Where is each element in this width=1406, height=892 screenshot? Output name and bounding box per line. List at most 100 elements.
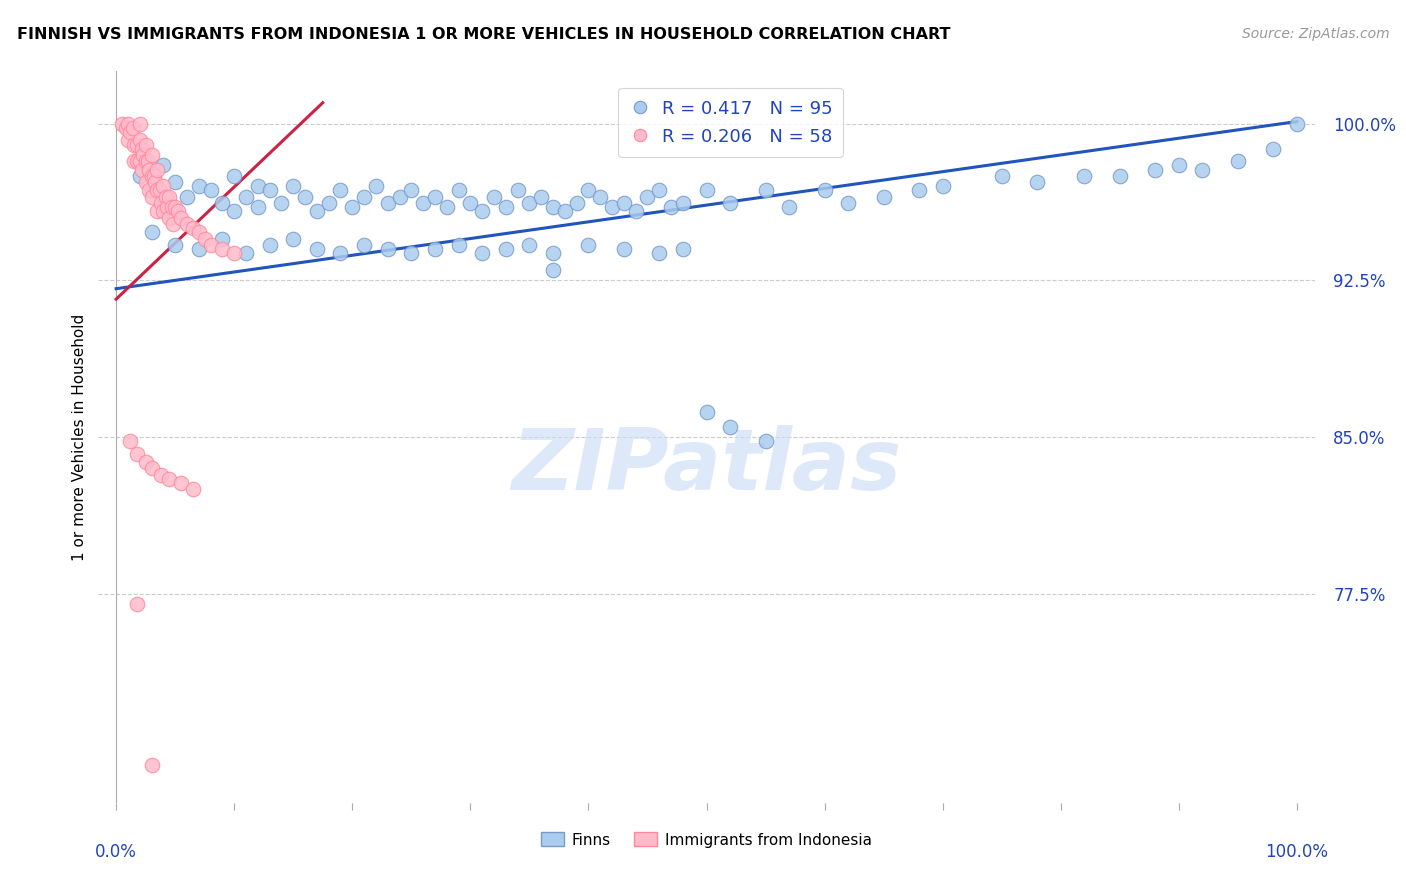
Point (754, 434, 776, 449)
Point (187, 179, 209, 194)
Point (138, 162, 160, 177)
Point (908, 184, 931, 198)
Point (718, 196, 741, 211)
Point (259, 237, 281, 252)
Point (141, 190, 163, 204)
Point (377, 242, 399, 256)
Point (120, 434, 142, 449)
Point (305, 204, 328, 219)
Point (122, 137, 145, 152)
Point (565, 196, 588, 211)
Point (135, 154, 157, 169)
Point (342, 200, 364, 214)
Point (1191, 162, 1213, 177)
Point (141, 461, 163, 475)
Point (157, 211, 180, 225)
Point (447, 237, 470, 252)
Point (141, 225, 163, 239)
Point (813, 184, 835, 198)
Text: ZIPatlas: ZIPatlas (512, 425, 901, 508)
Point (423, 190, 446, 204)
Point (659, 200, 682, 214)
Point (931, 179, 953, 194)
Point (648, 246, 671, 260)
Point (135, 455, 157, 469)
Point (187, 225, 209, 239)
Point (754, 184, 776, 198)
Point (127, 597, 149, 611)
Point (176, 190, 198, 204)
Point (141, 758, 163, 772)
Point (152, 158, 174, 172)
Point (136, 154, 159, 169)
Point (401, 246, 423, 260)
Point (142, 169, 165, 183)
Point (1073, 169, 1095, 183)
Point (141, 148, 163, 162)
Point (624, 204, 647, 219)
Point (1285, 117, 1308, 131)
Point (353, 190, 375, 204)
Point (181, 221, 204, 235)
Point (211, 242, 233, 256)
Point (162, 217, 184, 231)
Point (294, 190, 316, 204)
Point (554, 204, 576, 219)
Point (165, 200, 187, 214)
Point (143, 175, 166, 189)
Point (165, 237, 187, 252)
Point (541, 263, 564, 277)
Point (152, 200, 174, 214)
Point (150, 196, 173, 211)
Point (149, 184, 172, 198)
Point (837, 196, 859, 211)
Point (146, 184, 169, 198)
Point (127, 447, 149, 461)
Point (377, 196, 399, 211)
Point (495, 242, 517, 256)
Point (353, 237, 375, 252)
Point (482, 190, 505, 204)
Text: Source: ZipAtlas.com: Source: ZipAtlas.com (1241, 27, 1389, 41)
Point (128, 133, 150, 147)
Point (127, 154, 149, 169)
Point (589, 190, 612, 204)
Point (578, 237, 600, 252)
Point (471, 246, 494, 260)
Point (156, 200, 179, 214)
Point (138, 184, 160, 198)
Point (305, 242, 328, 256)
Point (128, 154, 150, 169)
Point (283, 179, 305, 194)
Point (200, 237, 222, 252)
Point (990, 169, 1012, 183)
Point (246, 179, 269, 194)
Y-axis label: 1 or more Vehicles in Household: 1 or more Vehicles in Household (72, 313, 87, 561)
Point (270, 196, 292, 211)
Point (613, 196, 636, 211)
Point (211, 231, 233, 245)
Point (141, 169, 163, 183)
Point (194, 231, 217, 245)
Point (224, 169, 246, 183)
Point (401, 184, 423, 198)
Point (436, 200, 458, 214)
Point (471, 204, 494, 219)
Point (122, 154, 145, 169)
Point (495, 200, 517, 214)
Point (141, 184, 163, 198)
Point (111, 117, 134, 131)
Point (166, 204, 188, 219)
Point (1026, 175, 1049, 189)
Point (246, 200, 269, 214)
Point (613, 242, 636, 256)
Point (160, 200, 183, 214)
Point (146, 204, 169, 219)
Point (318, 196, 340, 211)
Point (117, 133, 139, 147)
Legend: Finns, Immigrants from Indonesia: Finns, Immigrants from Indonesia (536, 826, 877, 854)
Point (637, 190, 659, 204)
Point (672, 242, 695, 256)
Point (718, 419, 741, 434)
Point (283, 231, 305, 245)
